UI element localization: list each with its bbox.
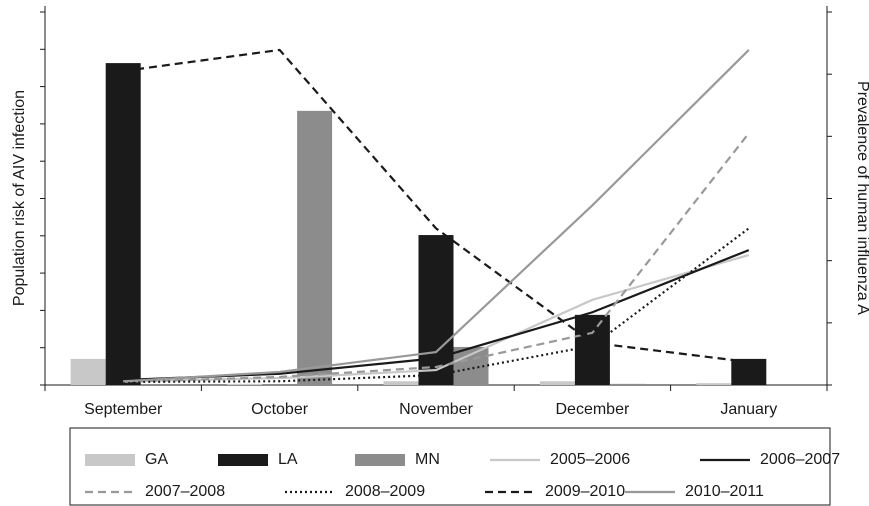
- legend-box: [69, 427, 831, 506]
- bar: [70, 358, 106, 385]
- bar: [297, 110, 333, 385]
- legend-label: MN: [415, 451, 440, 468]
- bar: [696, 383, 732, 385]
- y2-axis-label: Prevalence of human influenza A: [854, 81, 869, 315]
- x-tick-label: September: [84, 401, 163, 418]
- bar: [227, 383, 263, 385]
- bar: [609, 383, 645, 385]
- legend-label: 2010–2011: [685, 483, 764, 500]
- bar: [418, 235, 454, 385]
- legend-label: 2007–2008: [145, 483, 225, 500]
- x-tick-label: January: [720, 401, 777, 418]
- legend-label: LA: [278, 451, 298, 468]
- line: [123, 132, 750, 383]
- legend-label: 2008–2009: [345, 483, 425, 500]
- bar: [539, 381, 575, 385]
- legend-swatch: [85, 454, 135, 466]
- legend-swatch: [218, 454, 268, 466]
- line: [123, 49, 750, 383]
- x-tick-label: November: [399, 401, 473, 418]
- x-tick-label: October: [251, 401, 309, 418]
- bar: [105, 63, 141, 385]
- x-tick-label: December: [555, 401, 629, 418]
- legend-label: 2009–2010: [545, 483, 625, 500]
- bar: [383, 381, 419, 385]
- bar: [731, 358, 767, 385]
- legend-label: 2005–2006: [550, 451, 630, 468]
- legend-label: GA: [145, 451, 168, 468]
- bar: [574, 314, 610, 385]
- y-axis-label: Population risk of AIV infection: [11, 90, 28, 306]
- legend-label: 2006–2007: [760, 451, 840, 468]
- line: [123, 48, 749, 364]
- legend-swatch: [355, 454, 405, 466]
